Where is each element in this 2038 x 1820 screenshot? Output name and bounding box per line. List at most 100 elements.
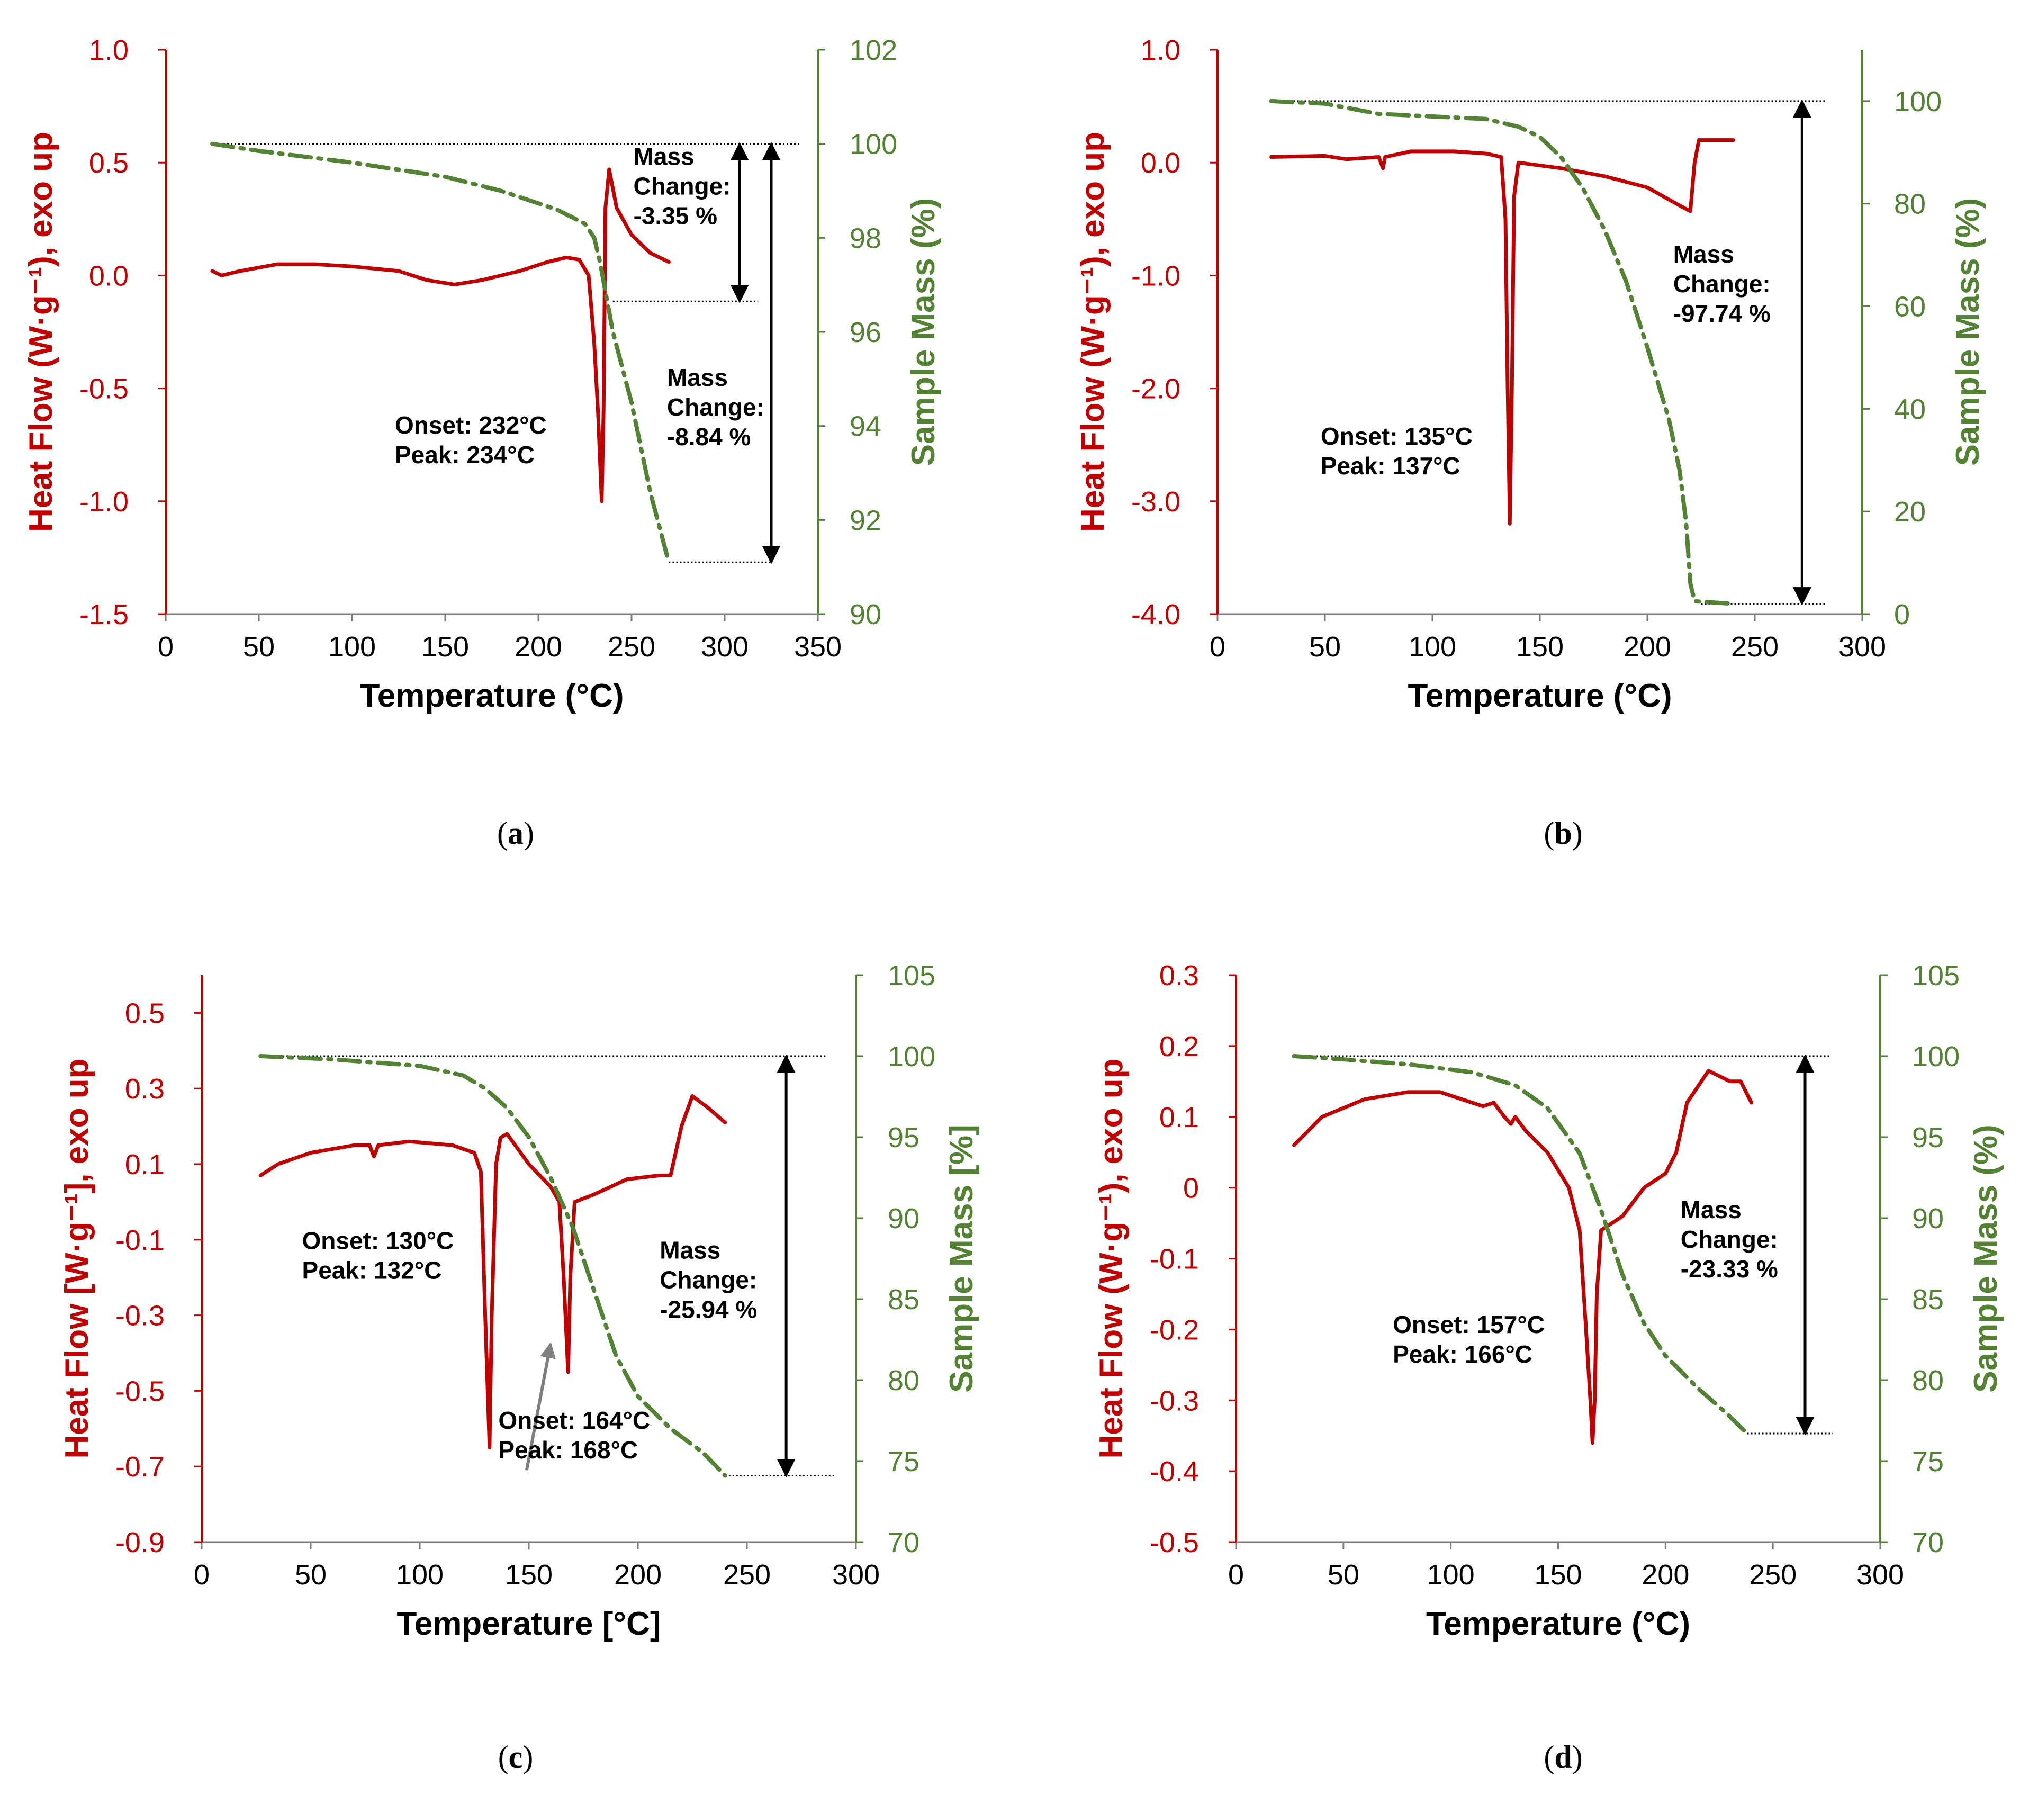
- left-y-tick-label: 1.0: [1141, 34, 1180, 66]
- right-y-tick-label: 0: [1894, 599, 1910, 630]
- left-y-tick-label: 0.2: [1159, 1031, 1199, 1062]
- x-tick-label: 250: [1731, 631, 1779, 663]
- annotation-line: Peak: 137°C: [1321, 452, 1460, 480]
- left-y-tick-label: 0: [1183, 1173, 1199, 1204]
- sample-mass-line: [210, 141, 671, 565]
- left-y-tick-label: 0.0: [1141, 147, 1180, 179]
- right-y-tick-label: 102: [850, 34, 897, 66]
- left-y-tick-label: 0.1: [125, 1149, 165, 1181]
- left-y-axis-title: Heat Flow [W·g⁻¹], exo up: [59, 1059, 95, 1459]
- annotation-line: Mass: [1681, 1196, 1742, 1223]
- left-y-tick-label: 0.5: [125, 997, 165, 1029]
- left-y-tick-label: 0.3: [1159, 960, 1199, 992]
- x-tick-label: 350: [794, 631, 842, 663]
- annotation-text: Onset: 135°C Peak: 137°C: [1321, 422, 1473, 480]
- left-y-axis-title: Heat Flow (W·g⁻¹), exo up: [23, 132, 59, 532]
- x-tick-label: 200: [1624, 631, 1671, 663]
- left-y-tick-label: 0.1: [1159, 1102, 1199, 1133]
- annotation-line: Mass: [667, 364, 728, 391]
- annotation-line: Onset: 130°C: [302, 1227, 454, 1255]
- annotation-text: Onset: 157°C Peak: 166°C: [1393, 1311, 1545, 1368]
- x-tick-label: 150: [421, 631, 469, 663]
- sample-mass-line: [258, 1054, 727, 1478]
- right-y-tick-label: 90: [1912, 1203, 1944, 1235]
- right-y-tick-label: 100: [1894, 86, 1942, 118]
- left-y-tick-label: -0.9: [115, 1527, 165, 1558]
- right-y-tick-label: 85: [1912, 1284, 1944, 1316]
- x-tick-label: 250: [608, 631, 655, 663]
- x-tick-label: 0: [1210, 631, 1225, 663]
- panel-label-c: (c): [498, 1740, 534, 1774]
- right-y-tick-label: 75: [888, 1446, 919, 1477]
- right-y-tick-label: 75: [1912, 1446, 1944, 1477]
- annotation-line: -97.74 %: [1673, 300, 1771, 327]
- left-y-tick-label: -4.0: [1131, 599, 1180, 630]
- annotation-text: Mass Change: -23.33 %: [1681, 1196, 1778, 1283]
- right-y-tick-label: 90: [888, 1203, 919, 1235]
- left-y-tick-label: -0.3: [1150, 1385, 1199, 1417]
- chart-panel-c: 0 50 100 150 200 250 300 -0.9 -0.7 -0.5 -0.3 -0.1 0.…: [59, 960, 980, 1642]
- annotation-text: Mass Change: -97.74 %: [1673, 240, 1771, 327]
- heat-flow-line: [1269, 138, 1735, 526]
- x-tick-label: 300: [1856, 1559, 1904, 1591]
- x-tick-label: 100: [328, 631, 376, 663]
- chart-panel-d: 0 50 100 150 200 250 300 -0.5 -0.4 -0.3 -0.2 -0.1 0 0…: [1093, 960, 2004, 1642]
- x-tick-label: 50: [1328, 1559, 1359, 1591]
- left-y-tick-label: -1.0: [1131, 260, 1180, 292]
- x-tick-label: 100: [1409, 631, 1456, 663]
- sample-mass-line: [1269, 98, 1736, 606]
- x-tick-label: 300: [1838, 631, 1886, 663]
- x-tick-label: 50: [295, 1559, 327, 1591]
- right-y-tick-label: 100: [888, 1041, 935, 1073]
- left-y-tick-label: -2.0: [1131, 373, 1180, 405]
- left-y-tick-label: 1.0: [89, 34, 129, 66]
- right-y-tick-label: 80: [1912, 1365, 1944, 1396]
- x-tick-label: 250: [723, 1559, 771, 1591]
- x-tick-label: 200: [515, 631, 562, 663]
- right-y-tick-label: 105: [888, 960, 935, 992]
- annotation-line: Onset: 232°C: [395, 411, 547, 439]
- x-tick-label: 150: [1534, 1559, 1582, 1591]
- x-tick-label: 50: [1309, 631, 1341, 663]
- x-tick-label: 100: [396, 1559, 444, 1591]
- annotation-text: Mass Change: -3.35 %: [634, 143, 731, 230]
- left-y-tick-label: -0.5: [79, 373, 129, 405]
- annotation-line: -25.94 %: [660, 1296, 757, 1323]
- x-axis-title: Temperature (°C): [359, 678, 624, 714]
- heat-flow-line: [210, 167, 671, 503]
- right-y-tick-label: 80: [888, 1365, 919, 1396]
- left-y-tick-label: -0.2: [1150, 1314, 1199, 1346]
- annotation-line: -8.84 %: [667, 423, 751, 451]
- x-tick-label: 0: [1228, 1559, 1244, 1591]
- annotation-text: Onset: 232°C Peak: 234°C: [395, 411, 547, 468]
- x-tick-label: 50: [243, 631, 275, 663]
- left-y-tick-label: 0.0: [89, 260, 129, 292]
- left-y-tick-label: -0.5: [1150, 1527, 1199, 1558]
- right-y-tick-label: 92: [850, 504, 881, 536]
- right-y-tick-label: 40: [1894, 393, 1926, 425]
- left-y-tick-label: 0.5: [89, 147, 129, 179]
- x-axis-title: Temperature [°C]: [396, 1606, 661, 1642]
- right-y-tick-label: 100: [850, 129, 897, 160]
- heat-flow-line: [1292, 1069, 1754, 1445]
- right-y-axis-title: Sample Mass [%]: [943, 1124, 980, 1393]
- right-y-axis-title: Sample Mass (%): [1968, 1124, 2004, 1393]
- annotation-line: Change:: [634, 173, 731, 200]
- right-y-tick-label: 70: [888, 1527, 919, 1558]
- annotation-line: Peak: 166°C: [1393, 1340, 1532, 1368]
- left-y-tick-label: -0.3: [115, 1300, 165, 1332]
- left-y-tick-label: -3.0: [1131, 486, 1180, 518]
- x-tick-label: 200: [1642, 1559, 1689, 1591]
- left-y-tick-label: -0.5: [115, 1375, 165, 1407]
- x-tick-label: 300: [832, 1559, 880, 1591]
- annotation-line: Onset: 164°C: [498, 1407, 650, 1434]
- annotation-line: Mass: [1673, 240, 1734, 268]
- annotation-line: Change:: [660, 1266, 757, 1294]
- chart-panel-a: 0 50 100 150 200 250 300 350 -1.5 -1.0 -0.5 0.0 0.5 1…: [23, 34, 942, 714]
- annotation-line: Peak: 234°C: [395, 441, 535, 468]
- x-tick-label: 200: [614, 1559, 662, 1591]
- left-y-tick-label: -1.5: [79, 599, 129, 630]
- x-tick-label: 150: [505, 1559, 553, 1591]
- annotation-line: Change:: [667, 393, 764, 421]
